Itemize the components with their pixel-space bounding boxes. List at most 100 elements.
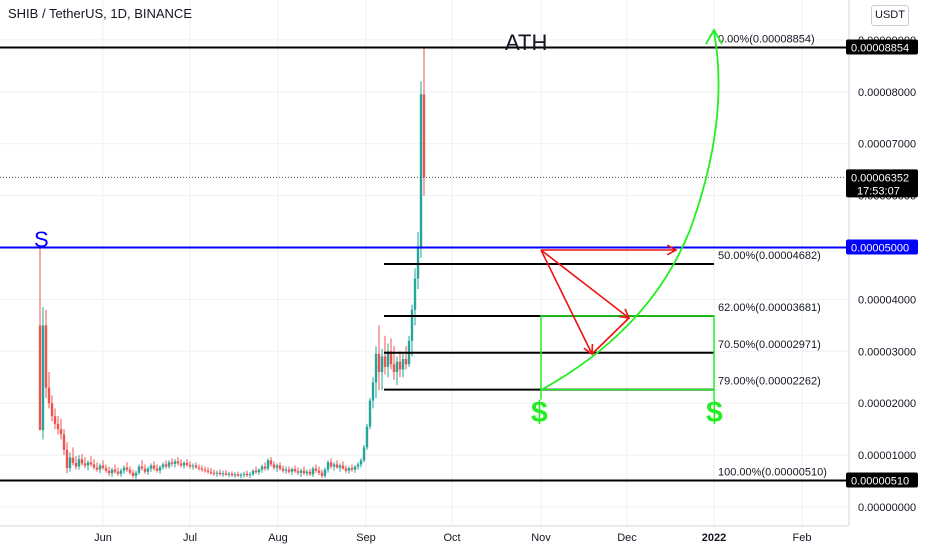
- candle-body: [377, 353, 381, 373]
- candle-body: [176, 461, 180, 464]
- candle-body: [383, 356, 387, 367]
- candle-body: [332, 464, 336, 467]
- candle-body: [368, 400, 372, 427]
- candle-body: [338, 465, 342, 468]
- candle-body: [203, 469, 207, 471]
- annotations-drawing[interactable]: ATH S $ $: [34, 28, 723, 429]
- x-tick-label: Sep: [356, 532, 376, 544]
- candle-body: [257, 469, 261, 473]
- x-tick-label: Aug: [268, 532, 288, 544]
- ath-price-tag: 0.00008854: [851, 42, 909, 54]
- candle-body: [155, 468, 159, 471]
- candle-body: [218, 472, 222, 475]
- x-tick-label: 2022: [702, 532, 726, 544]
- candle-body: [230, 473, 234, 476]
- candle-body: [209, 471, 213, 473]
- candle-body: [251, 470, 255, 475]
- candle-body: [194, 465, 198, 468]
- candle-body: [287, 469, 291, 472]
- candle-body: [221, 473, 225, 475]
- candle-body: [392, 364, 396, 373]
- candle-body: [362, 447, 366, 461]
- candle-body: [305, 471, 309, 474]
- candle-body: [107, 470, 111, 474]
- fibonacci-levels[interactable]: 0.00%(0.00008854) 50.00%(0.00004682) 62.00…: [384, 33, 827, 479]
- currency-selector-button[interactable]: USDT: [871, 5, 909, 26]
- candle-body: [410, 309, 414, 341]
- candle-body: [125, 467, 129, 470]
- candle-body: [224, 473, 228, 475]
- candle-body: [104, 468, 108, 471]
- candle-body: [413, 278, 417, 310]
- candle-body: [386, 351, 390, 367]
- candle-body: [329, 462, 333, 467]
- candle-body: [140, 466, 144, 469]
- candle-body: [41, 325, 45, 431]
- candle-body: [89, 462, 93, 465]
- resistance-price-tag-bg: [846, 239, 918, 255]
- candle-body: [71, 457, 75, 463]
- current-price-tag-bg: [846, 169, 918, 198]
- candle-body: [248, 474, 252, 476]
- candle-body: [101, 465, 105, 469]
- candle-body: [146, 468, 150, 472]
- candle-body: [350, 468, 354, 470]
- candle-body: [398, 361, 402, 370]
- y-tick-label: 0.00003000: [858, 346, 916, 358]
- candle-body: [128, 469, 132, 473]
- candle-body: [395, 361, 399, 373]
- low-price-tag-bg: [846, 472, 918, 488]
- candle-body: [50, 403, 54, 417]
- ath-annotation: ATH: [505, 30, 547, 55]
- candle-body: [281, 468, 285, 471]
- candles: [38, 47, 426, 479]
- candle-body: [269, 460, 273, 465]
- candle-body: [275, 465, 279, 468]
- candle-body: [47, 387, 51, 404]
- candle-body: [137, 466, 141, 473]
- x-tick-label: Oct: [443, 532, 460, 544]
- resistance-annotation: S: [34, 227, 49, 252]
- candle-body: [326, 462, 330, 470]
- candle-body: [68, 457, 72, 469]
- y-tick-label: 0.00001000: [858, 450, 916, 462]
- ath-price-tag-bg: [846, 39, 918, 55]
- candle-body: [119, 470, 123, 474]
- candle-body: [44, 325, 48, 388]
- candle-body: [254, 470, 258, 473]
- red-connector: [591, 317, 630, 355]
- candle-body: [38, 325, 42, 431]
- x-tick-label: Feb: [793, 532, 812, 544]
- candle-body: [263, 466, 267, 469]
- candle-body: [215, 472, 219, 474]
- buy-right-annotation: $: [706, 396, 723, 429]
- candle-body: [272, 464, 276, 468]
- horizontal-lines[interactable]: [0, 46, 848, 482]
- current-price-tag: 0.00006352: [851, 172, 909, 184]
- candle-body: [59, 429, 63, 435]
- candle-body: [62, 434, 66, 450]
- candle-body: [236, 474, 240, 476]
- candle-body: [173, 461, 177, 464]
- candle-body: [116, 471, 120, 474]
- projection-curve: [540, 31, 720, 391]
- candle-body: [83, 463, 87, 466]
- candle-body: [65, 449, 69, 469]
- resistance-price-tag: 0.00005000: [851, 243, 909, 255]
- candle-body: [353, 466, 357, 470]
- candle-body: [80, 459, 84, 464]
- candle-body: [284, 469, 288, 471]
- y-tick-label: 0.00007000: [858, 139, 916, 151]
- buy-left-annotation: $: [531, 396, 548, 429]
- fib-label: 100.00%(0.00000510): [718, 467, 827, 479]
- candle-body: [131, 472, 135, 476]
- candle-body: [143, 468, 147, 472]
- x-tick-label: Jun: [94, 532, 112, 544]
- candle-body: [185, 462, 189, 465]
- candle-body: [266, 460, 270, 469]
- candle-body: [110, 469, 114, 474]
- fib-label: 50.00%(0.00004682): [718, 250, 821, 262]
- candle-body: [164, 464, 168, 467]
- chart-title: SHIB / TetherUS, 1D, BINANCE: [8, 6, 192, 21]
